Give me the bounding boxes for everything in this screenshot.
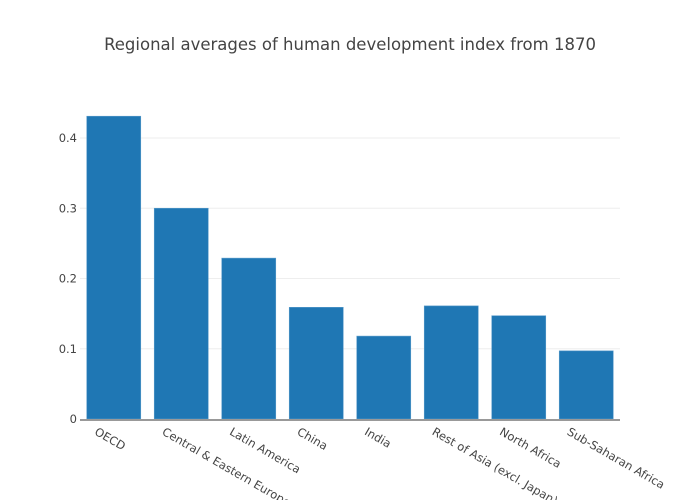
x-tick-label: India	[362, 424, 393, 450]
x-tick-label: China	[295, 424, 330, 453]
bar-latin-america[interactable]	[221, 257, 277, 420]
bar-north-africa[interactable]	[491, 315, 547, 420]
x-tick-label: North Africa	[497, 424, 563, 470]
y-tick-label: 0.4	[59, 131, 77, 145]
y-axis-ticks: 0 0.1 0.2 0.3 0.4	[59, 131, 77, 426]
x-tick-label: OECD	[92, 424, 128, 453]
y-tick-label: 0	[70, 412, 77, 426]
x-tick-label: Rest of Asia (excl. Japan)	[430, 424, 560, 500]
y-tick-label: 0.3	[59, 201, 77, 215]
y-tick-label: 0.2	[59, 272, 77, 286]
bar-china[interactable]	[288, 307, 344, 420]
bar-rest-of-asia-excl-japan[interactable]	[423, 305, 479, 420]
chart-title: Regional averages of human development i…	[104, 35, 596, 54]
bar-oecd[interactable]	[86, 115, 142, 420]
bar-sub-saharan-africa[interactable]	[558, 350, 614, 420]
bar-central-eastern-europe-incl-russia[interactable]	[153, 207, 209, 420]
bars	[86, 115, 614, 420]
bar-india[interactable]	[356, 335, 412, 420]
y-tick-label: 0.1	[59, 342, 77, 356]
x-tick-label: Sub-Saharan Africa	[565, 424, 667, 491]
